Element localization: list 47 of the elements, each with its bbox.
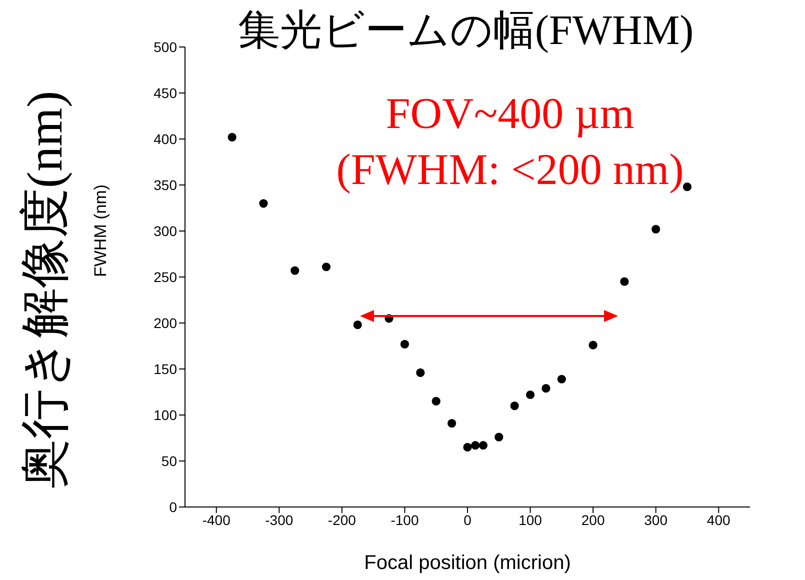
point: [478, 441, 488, 450]
point: [448, 418, 456, 428]
y-tick-label: 500: [154, 38, 178, 55]
y-tick-label: 300: [154, 222, 178, 239]
point: [228, 132, 236, 142]
point: [542, 384, 550, 393]
y-tick-label: 50: [161, 452, 178, 469]
y-tick-label: 150: [154, 360, 178, 377]
y-tick-label: 200: [154, 314, 178, 331]
point: [290, 266, 300, 275]
annotation: (FWHM: <200 nm): [335, 144, 685, 196]
y-tick-label: 250: [154, 268, 178, 285]
y-tick-label: 400: [154, 130, 178, 147]
point: [682, 182, 692, 192]
text: 奥行き解像度(nm): [16, 90, 74, 490]
point: [400, 340, 410, 348]
point: [416, 368, 425, 377]
x-tick-label: 0: [464, 512, 472, 528]
point: [471, 441, 480, 450]
point: [620, 277, 629, 286]
annotation: FOV~400 µm: [384, 88, 636, 140]
y-tick-label: 100: [154, 406, 178, 423]
x-tick-label: -200: [328, 512, 356, 528]
y-tick-label: 450: [154, 84, 178, 101]
x-tick-label: -400: [202, 512, 231, 528]
x-tick-label: 200: [581, 512, 605, 528]
y-tick-label: 350: [154, 176, 178, 193]
point: [432, 396, 440, 406]
point: [652, 224, 660, 234]
x-tick-label: 100: [518, 512, 542, 528]
x-tick-label: 300: [644, 512, 668, 528]
point: [322, 262, 331, 272]
point: [510, 402, 519, 410]
x-tick-label: -300: [265, 512, 294, 528]
point: [557, 374, 566, 384]
point: [259, 199, 268, 208]
point: [526, 390, 535, 400]
y-tick-label: 0: [169, 498, 178, 515]
y-axis-title: FWHM (nm): [91, 184, 110, 277]
x-tick-label: -100: [390, 512, 419, 528]
point: [463, 442, 472, 452]
chart-title: 集光ビームの幅(FWHM): [238, 7, 694, 56]
x-axis-title: Focal position (micrion): [364, 552, 571, 574]
x-tick-label: 400: [706, 512, 731, 528]
point: [588, 340, 598, 350]
point: [494, 432, 504, 442]
point: [353, 320, 362, 330]
